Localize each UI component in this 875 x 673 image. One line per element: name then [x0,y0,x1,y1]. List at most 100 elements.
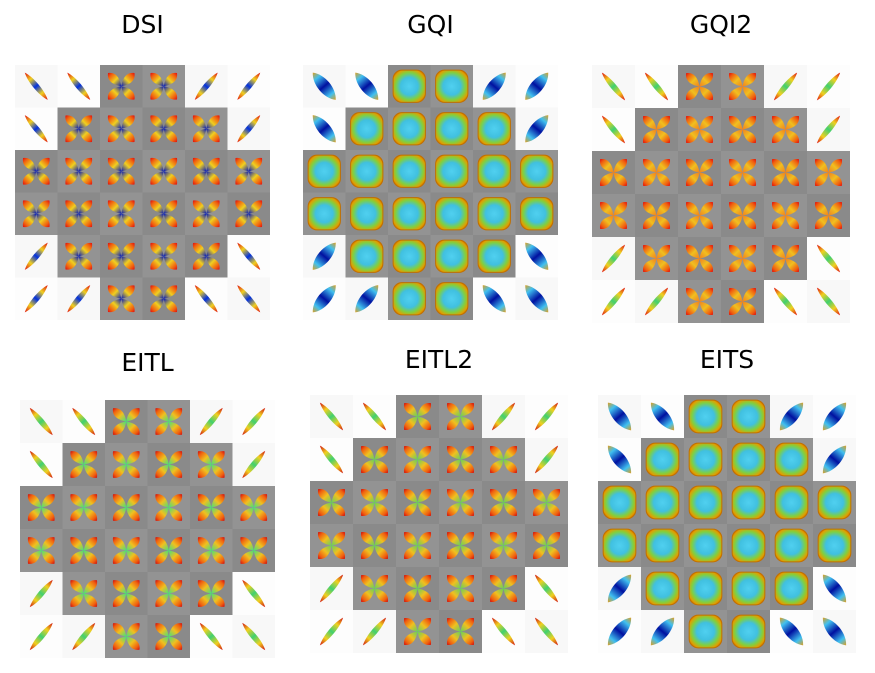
odf-lobe [107,242,122,257]
odf-lobe [78,200,93,214]
odf-glyph [688,571,723,606]
odf-lobe [599,158,614,173]
odf-lobe [155,623,169,637]
odf-spindle [822,402,847,431]
odf-lobe [248,213,263,228]
odf-lobe [126,580,140,594]
odf-lobe [599,215,614,230]
odf-lobe [253,550,268,564]
odf-lobe [126,408,140,422]
odf-lobe [417,502,432,517]
odf-lobe [728,129,743,144]
crossing-cell [684,395,728,439]
odf-lobe [248,171,263,185]
crossing-cell [721,237,765,281]
odf-lobe [107,86,122,100]
odf-lobe [197,550,212,564]
crossing-cell [430,107,474,151]
odf-lobe [685,258,700,273]
odf-spindle [24,115,48,143]
odf-lobe [503,531,518,546]
panel-eitl2: EITL2 [310,345,568,655]
odf-lobe [121,171,135,185]
single-fiber-cell [813,610,856,653]
crossing-cell [430,277,474,320]
odf-glyph [350,239,384,273]
odf-lobe [41,494,55,508]
odf-lobe [546,531,561,546]
odf-lobe [403,445,418,460]
odf-glyph [688,614,723,649]
odf-lobe [360,545,375,560]
crossing-cell [727,481,771,525]
odf-spindle [607,402,632,431]
crossing-cell [142,277,186,320]
odf-spindle [312,115,336,143]
crossing-cell [727,395,771,439]
odf-glyph [645,571,680,606]
crossing-cell [396,524,440,568]
odf-lobe [163,242,178,257]
odf-lobe [235,213,249,228]
single-fiber-cell [635,280,679,323]
odf-lobe [460,531,475,546]
crossing-cell [439,567,483,611]
odf-spindle [534,617,559,646]
odf-lobe [699,287,714,302]
odf-spindle [644,287,669,316]
odf-lobe [728,301,743,316]
glyph-grid [20,400,275,658]
odf-lobe [150,285,164,299]
odf-spindle [816,115,841,144]
panel-title: GQI2 [689,10,753,39]
crossing-cell [482,438,526,482]
odf-spindle [29,407,53,436]
odf-lobe [785,215,800,230]
odf-lobe [374,545,389,560]
odf-spindle [822,574,847,603]
crossing-cell [388,192,431,236]
odf-lobe [403,588,418,603]
odf-lobe [107,115,122,129]
odf-lobe [814,215,829,230]
crossing-cell [185,107,228,151]
crossing-cell [190,486,233,530]
odf-lobe [814,158,829,173]
odf-lobe [211,593,225,607]
odf-lobe [155,494,169,508]
odf-lobe [211,494,225,508]
odf-lobe [197,494,212,508]
odf-glyph [774,442,809,477]
odf-lobe [785,115,800,130]
crossing-cell [147,443,191,487]
crossing-cell [190,443,233,487]
odf-lobe [112,537,127,551]
odf-lobe [699,129,714,144]
cell-background [807,151,850,195]
odf-spindle [72,622,96,651]
odf-lobe [121,213,135,228]
odf-spindle [237,285,261,313]
crossing-cell [353,481,397,525]
odf-lobe [83,507,98,521]
odf-lobe [36,157,50,172]
cell-background [142,277,186,320]
crossing-cell [310,481,354,525]
odf-lobe [197,464,212,478]
crossing-cell [770,481,814,525]
single-fiber-cell [232,615,275,658]
crossing-cell [721,151,765,195]
odf-lobe [168,623,183,637]
odf-lobe [460,574,475,589]
odf-lobe [168,507,183,521]
odf-lobe [121,157,135,172]
odf-lobe [155,464,169,478]
odf-lobe [489,531,504,546]
odf-lobe [785,258,800,273]
odf-lobe [211,507,225,521]
odf-lobe [446,416,461,431]
odf-lobe [771,129,786,144]
odf-lobe [150,128,164,143]
cell-background [807,194,850,238]
crossing-cell [105,572,148,616]
